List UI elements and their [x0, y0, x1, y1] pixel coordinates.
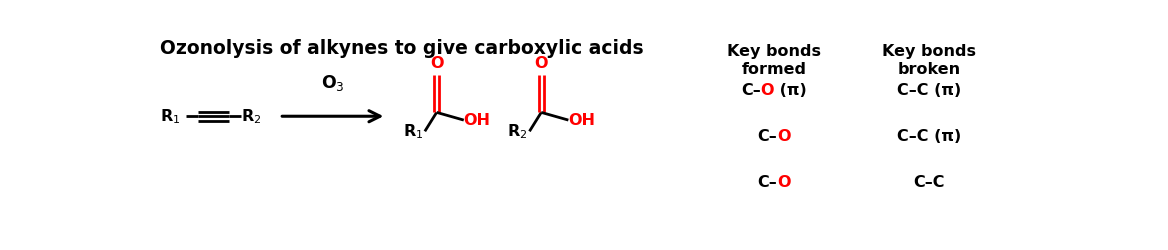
Text: O: O: [430, 56, 444, 71]
Text: Key bonds
broken: Key bonds broken: [882, 44, 975, 78]
Text: C–C: C–C: [913, 175, 945, 190]
Text: C–: C–: [757, 129, 777, 144]
Text: R$_2$: R$_2$: [507, 122, 528, 141]
Text: O: O: [777, 175, 791, 190]
Text: R$_1$: R$_1$: [403, 122, 423, 141]
Text: (π): (π): [774, 82, 807, 98]
Text: Key bonds
formed: Key bonds formed: [726, 44, 821, 78]
Text: OH: OH: [569, 112, 596, 128]
Text: R$_1$: R$_1$: [160, 107, 180, 126]
Text: OH: OH: [464, 112, 491, 128]
Text: C–C (π): C–C (π): [897, 82, 961, 98]
Text: O: O: [760, 82, 774, 98]
Text: C–: C–: [741, 82, 760, 98]
Text: Ozonolysis of alkynes to give carboxylic acids: Ozonolysis of alkynes to give carboxylic…: [160, 39, 644, 58]
Text: O$_3$: O$_3$: [321, 73, 345, 93]
Text: O: O: [535, 56, 548, 71]
Text: O: O: [777, 129, 791, 144]
Text: C–C (π): C–C (π): [897, 129, 961, 144]
Text: C–: C–: [757, 175, 777, 190]
Text: R$_2$: R$_2$: [242, 107, 262, 126]
